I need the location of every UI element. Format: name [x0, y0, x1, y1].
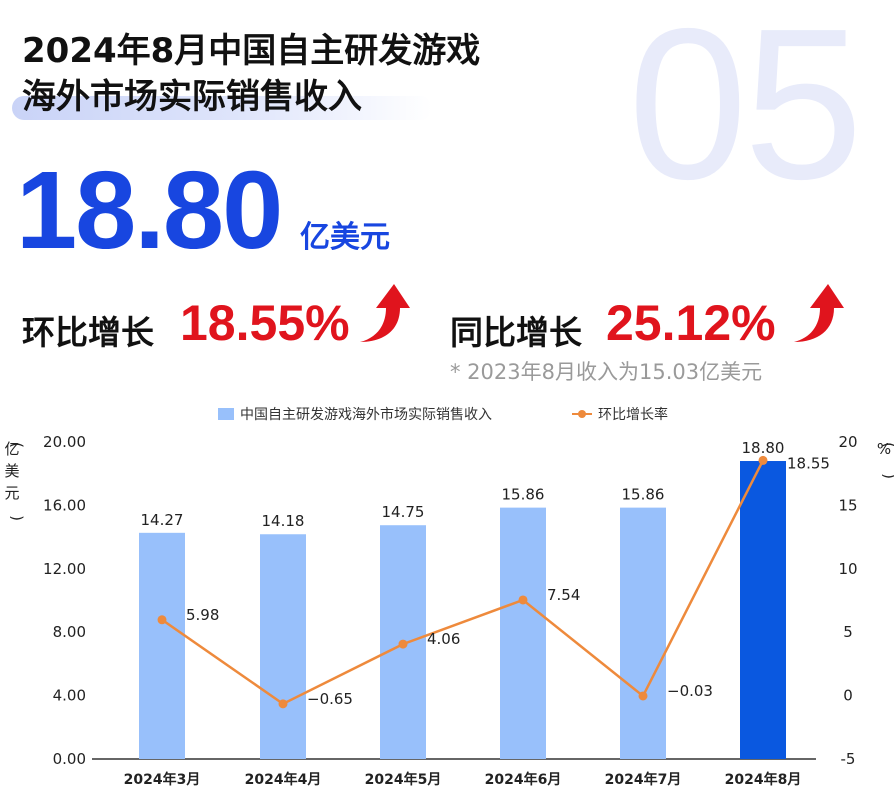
title-highlight — [12, 96, 432, 120]
y-right-tick-label: 20 — [838, 433, 857, 451]
y-left-unit-label-char: 亿 — [4, 440, 19, 458]
mom-growth-label: 环比增长 — [22, 313, 154, 352]
legend-label-revenue: 中国自主研发游戏海外市场实际销售收入 — [240, 407, 492, 423]
legend-swatch-revenue — [218, 408, 234, 420]
chart-legend: 中国自主研发游戏海外市场实际销售收入 环比增长率 — [0, 404, 894, 424]
bar-value-label: 14.27 — [141, 511, 184, 529]
growth-rate-point — [638, 691, 648, 701]
x-tick-label: 2024年7月 — [605, 771, 682, 788]
y-left-tick-label: 16.00 — [43, 496, 86, 514]
growth-rate-label: 7.54 — [547, 586, 580, 604]
y-right-tick-label: 15 — [838, 496, 857, 514]
growth-rate-label: −0.65 — [307, 690, 353, 708]
headline-unit: 亿美元 — [300, 220, 390, 255]
headline-value: 18.80 — [16, 149, 283, 272]
combo-chart: 0.004.008.0012.0016.0020.00-505101520(亿美… — [4, 433, 894, 788]
bar-value-label: 14.75 — [382, 503, 425, 521]
bar-value-label: 15.86 — [622, 486, 665, 504]
growth-rate-point — [157, 615, 167, 625]
bar-4 — [500, 507, 546, 759]
x-tick-label: 2024年3月 — [124, 771, 201, 788]
yoy-growth-value: 25.12% — [606, 295, 776, 351]
y-left-tick-label: 12.00 — [43, 560, 86, 578]
growth-rate-label: −0.03 — [667, 682, 713, 700]
y-right-unit-label-char: % — [877, 440, 891, 458]
footnote: * 2023年8月收入为15.03亿美元 — [450, 360, 763, 384]
growth-rate-point — [758, 455, 768, 465]
bar-5 — [620, 507, 666, 759]
y-right-paren-open: ( — [880, 442, 894, 448]
y-left-paren-open: ( — [8, 442, 26, 448]
page-title: 2024年8月中国自主研发游戏 海外市场实际销售收入 — [22, 28, 480, 120]
mom-up-arrow-icon — [360, 284, 410, 342]
growth-rate-label: 4.06 — [427, 630, 460, 648]
y-right-tick-label: 5 — [843, 623, 853, 641]
bar-value-label: 14.18 — [262, 512, 305, 530]
y-left-unit-label-char: 元 — [4, 484, 19, 502]
x-tick-label: 2024年5月 — [365, 771, 442, 788]
y-right-tick-label: 0 — [843, 687, 853, 705]
legend-swatch-growth — [572, 410, 592, 418]
x-tick-label: 2024年8月 — [725, 771, 802, 788]
y-right-tick-label: 10 — [838, 560, 857, 578]
bar-1 — [139, 532, 185, 759]
y-left-paren-close: ) — [8, 515, 26, 521]
x-tick-label: 2024年6月 — [485, 771, 562, 788]
bar-6 — [740, 461, 786, 759]
x-tick-label: 2024年4月 — [245, 771, 322, 788]
background-number: 05 — [628, 0, 863, 224]
legend-label-growth: 环比增长率 — [598, 407, 668, 423]
mom-growth-value: 18.55% — [180, 295, 350, 351]
legend-item-growth: 环比增长率 — [572, 404, 668, 424]
y-right-unit-label: % — [877, 440, 891, 458]
bar-value-label: 15.86 — [502, 486, 545, 504]
title-line-2: 海外市场实际销售收入 — [22, 77, 362, 117]
y-right-paren-close: ) — [880, 473, 894, 479]
growth-rate-point — [278, 699, 288, 709]
y-left-tick-label: 20.00 — [43, 433, 86, 451]
yoy-growth-label: 同比增长 — [450, 313, 582, 352]
y-right-tick-label: -5 — [841, 750, 856, 768]
bar-value-label: 18.80 — [742, 439, 785, 457]
y-left-unit-label: 亿美元 — [4, 440, 19, 502]
yoy-up-arrow-icon — [794, 284, 844, 342]
growth-rate-label: 18.55 — [787, 454, 830, 472]
growth-rate-line — [161, 459, 765, 706]
y-left-unit-label-char: 美 — [4, 462, 19, 480]
growth-rate-label: 5.98 — [186, 606, 219, 624]
growth-rate-point — [518, 595, 528, 605]
title-line-1: 2024年8月中国自主研发游戏 — [22, 31, 481, 71]
growth-rate-point — [398, 639, 408, 649]
y-left-tick-label: 8.00 — [53, 623, 86, 641]
y-left-tick-label: 4.00 — [53, 687, 86, 705]
y-left-tick-label: 0.00 — [53, 750, 86, 768]
bar-2 — [260, 534, 306, 759]
legend-item-revenue: 中国自主研发游戏海外市场实际销售收入 — [218, 404, 492, 424]
